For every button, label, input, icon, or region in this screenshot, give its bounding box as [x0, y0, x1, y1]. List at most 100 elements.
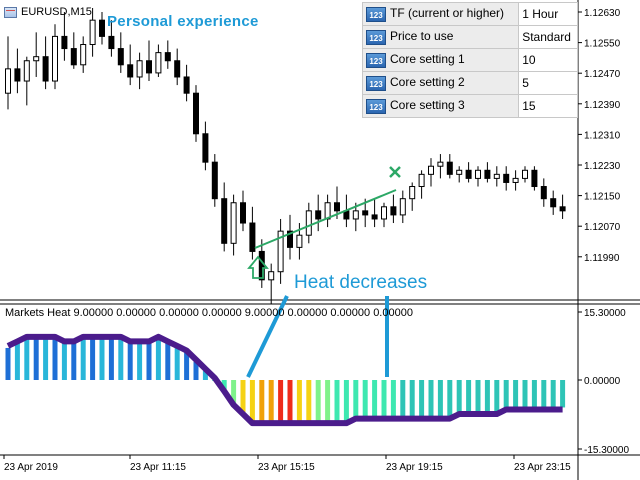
settings-row[interactable]: 123 TF (current or higher) 1 Hour [361, 2, 578, 26]
candle [503, 166, 510, 191]
heat-bar [33, 338, 39, 380]
settings-table: 123 TF (current or higher) 1 Hour 123 Pric… [361, 2, 578, 118]
candle [475, 166, 481, 187]
heat-bar [118, 338, 124, 380]
heat-bar [475, 380, 481, 413]
price-label: 1.12150 [584, 192, 621, 203]
candle [371, 198, 378, 228]
heat-bar [494, 380, 500, 413]
trend-line[interactable] [254, 189, 397, 249]
candle [456, 166, 463, 183]
candle [268, 263, 275, 305]
candle [230, 194, 237, 256]
heat-bar [456, 380, 462, 413]
heat-bar [268, 380, 274, 422]
heat-bar [61, 343, 67, 380]
heat-bar [231, 380, 237, 403]
candle [99, 12, 105, 45]
candle [5, 36, 11, 110]
price-label: 1.12230 [584, 161, 621, 172]
setting-name: Core setting 1 [390, 52, 465, 67]
settings-row[interactable]: 123 Core setting 3 15 [361, 94, 578, 118]
time-label: 23 Apr 2019 [4, 462, 58, 473]
candle [89, 8, 96, 57]
candle [14, 48, 21, 94]
price-label: 1.12470 [584, 69, 621, 80]
setting-value[interactable]: 5 [518, 71, 578, 95]
heat-bar [447, 380, 453, 417]
time-axis: 23 Apr 2019 23 Apr 11:15 23 Apr 15:15 23 Ap… [3, 455, 571, 473]
chart-window-icon [4, 6, 17, 18]
heat-bar [372, 380, 378, 417]
setting-name: TF (current or higher) [390, 6, 505, 21]
candle [465, 162, 472, 183]
candle [428, 158, 434, 187]
heat-bar [127, 343, 133, 380]
heat-bar [278, 380, 284, 422]
param-123-icon: 123 [366, 75, 386, 91]
candle [61, 12, 68, 61]
time-label: 23 Apr 23:15 [514, 462, 571, 473]
setting-value[interactable]: 1 Hour [518, 2, 578, 26]
candle [418, 170, 425, 199]
param-123-icon: 123 [366, 98, 386, 114]
heat-bar [202, 370, 208, 380]
candle [155, 44, 162, 77]
candle [493, 166, 500, 187]
heat-bar [184, 352, 190, 380]
setting-value[interactable]: Standard [518, 25, 578, 49]
setting-value[interactable]: 10 [518, 48, 578, 72]
time-label: 23 Apr 19:15 [386, 462, 443, 473]
heat-bar [137, 343, 143, 380]
candle [277, 218, 284, 284]
candle [240, 190, 246, 232]
heat-bar [390, 380, 396, 417]
heat-bar [146, 343, 152, 380]
candle [117, 32, 124, 73]
heat-pointer-line-left [246, 295, 289, 378]
time-label: 23 Apr 11:15 [130, 462, 186, 473]
candle [550, 190, 557, 215]
heat-axis-label: -15.30000 [584, 445, 629, 456]
exit-cross-icon [389, 166, 401, 178]
heat-bar [80, 338, 86, 380]
heat-bar [334, 380, 340, 422]
price-axis: 1.12630 1.12550 1.12470 1.12390 1.12310 1.122… [578, 8, 621, 264]
heat-bar [513, 380, 519, 408]
heat-bar [165, 343, 171, 380]
settings-row[interactable]: 123 Price to use Standard [361, 25, 578, 49]
price-label: 1.12630 [584, 8, 621, 19]
time-label: 23 Apr 15:15 [258, 462, 315, 473]
heat-bar [155, 338, 161, 380]
setting-name: Core setting 2 [390, 75, 465, 90]
heat-bar [315, 380, 321, 422]
candle [437, 154, 444, 179]
heat-bar [296, 380, 302, 422]
heat-bar [249, 380, 255, 422]
setting-name: Price to use [390, 29, 454, 44]
heat-bar [428, 380, 434, 417]
settings-row[interactable]: 123 Core setting 2 5 [361, 71, 578, 95]
heat-bar [24, 338, 30, 380]
heat-bar [325, 380, 331, 422]
heat-bar [531, 380, 537, 408]
setting-value[interactable]: 15 [518, 94, 578, 118]
settings-row[interactable]: 123 Core setting 1 10 [361, 48, 578, 72]
heat-bar [522, 380, 528, 408]
heat-bar [484, 380, 490, 413]
candle [202, 121, 209, 171]
heat-bar [287, 380, 293, 422]
candle [287, 214, 293, 260]
heat-bar [240, 380, 246, 413]
param-123-icon: 123 [366, 6, 386, 22]
candle [221, 182, 228, 252]
symbol-text: EURUSD,M15 [21, 6, 92, 18]
heat-bar [221, 380, 227, 390]
candle [484, 162, 491, 183]
heat-bar [503, 380, 509, 408]
heat-decreases-label: Heat decreases [294, 272, 428, 293]
candle [164, 40, 171, 69]
heat-bar [362, 380, 368, 417]
heat-subwindow[interactable] [0, 304, 578, 454]
heat-envelope-line [6, 333, 563, 427]
